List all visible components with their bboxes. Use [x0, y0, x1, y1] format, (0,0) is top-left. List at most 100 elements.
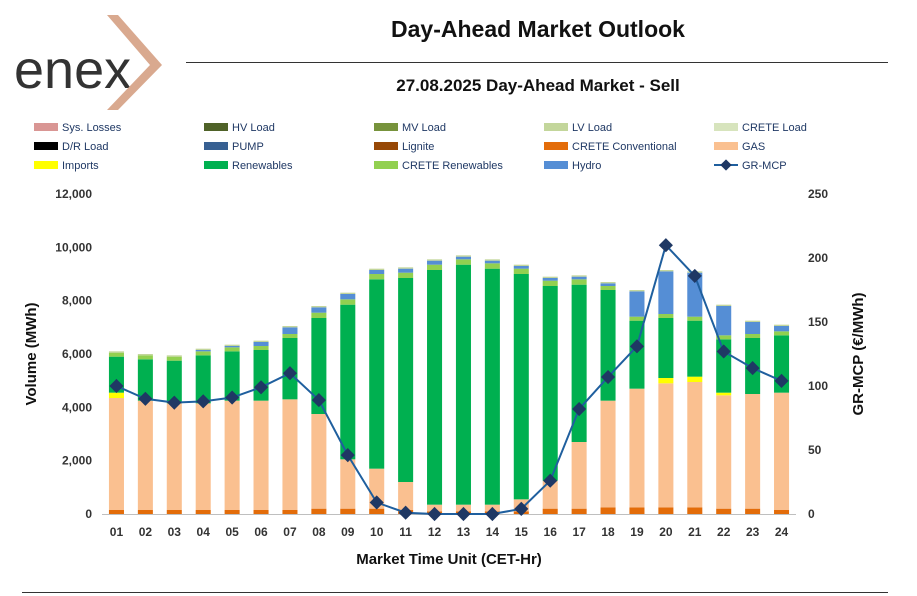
bar-gas-02 — [137, 400, 153, 510]
legend-swatch-crete-renewables — [374, 161, 398, 169]
bar-lv-load-01 — [108, 351, 124, 353]
bar-crete-conventional-03 — [166, 510, 182, 514]
y2-tick-label: 50 — [808, 443, 822, 457]
bar-gas-16 — [542, 480, 558, 509]
legend-swatch-hv-load — [204, 123, 228, 131]
bar-hydro-22 — [716, 306, 732, 336]
x-tick-label: 13 — [457, 525, 471, 539]
legend-swatch-mv-load — [374, 123, 398, 131]
x-axis-title: Market Time Unit (CET-Hr) — [356, 551, 542, 568]
bar-renewables-20 — [658, 318, 674, 378]
y-tick-label: 8,000 — [62, 294, 92, 308]
bar-gas-11 — [398, 482, 414, 510]
x-tick-label: 24 — [775, 525, 789, 539]
bar-lv-load-24 — [774, 324, 790, 326]
bar-renewables-16 — [542, 286, 558, 481]
y-axis-title: Volume (MWh) — [23, 302, 40, 405]
bar-gas-20 — [658, 383, 674, 508]
legend-label-pump: PUMP — [232, 141, 264, 153]
bar-lv-load-15 — [513, 264, 529, 266]
bar-crete-renewables-20 — [658, 314, 674, 318]
x-tick-label: 15 — [515, 525, 529, 539]
gr-mcp-point-01 — [109, 378, 124, 394]
bar-crete-conventional-16 — [542, 508, 558, 514]
legend-label-sys-losses: Sys. Losses — [62, 122, 122, 134]
bar-crete-renewables-21 — [687, 316, 703, 321]
x-tick-label: 23 — [746, 525, 760, 539]
bar-gas-05 — [224, 400, 240, 510]
x-tick-label: 09 — [341, 525, 355, 539]
x-tick-label: 19 — [630, 525, 644, 539]
bar-gas-03 — [166, 403, 182, 510]
bar-imports-20 — [658, 378, 674, 384]
legend-swatch-imports — [34, 161, 58, 169]
bar-crete-renewables-23 — [745, 334, 761, 338]
bar-crete-conventional-06 — [253, 510, 269, 514]
bar-renewables-19 — [629, 320, 645, 389]
bar-lv-load-04 — [195, 348, 211, 350]
bar-hydro-18 — [600, 283, 616, 286]
bar-gas-17 — [571, 442, 587, 509]
bar-renewables-21 — [687, 320, 703, 377]
bar-hydro-15 — [513, 266, 529, 269]
bar-crete-renewables-04 — [195, 351, 211, 356]
bar-renewables-14 — [484, 268, 500, 505]
bar-crete-conventional-02 — [137, 510, 153, 514]
bar-renewables-04 — [195, 355, 211, 404]
bar-lv-load-11 — [398, 267, 414, 269]
bar-renewables-10 — [369, 279, 385, 469]
bar-lv-load-20 — [658, 270, 674, 272]
gr-mcp-point-07 — [282, 366, 298, 381]
gr-mcp-line — [116, 243, 782, 515]
bar-crete-renewables-02 — [137, 355, 153, 360]
bar-lv-load-07 — [282, 326, 298, 328]
bar-crete-renewables-03 — [166, 356, 182, 361]
bar-crete-renewables-13 — [455, 259, 471, 265]
bar-gas-07 — [282, 399, 298, 510]
page-subtitle: 27.08.2025 Day-Ahead Market - Sell — [396, 76, 680, 95]
legend-swatch-crete-load — [714, 123, 738, 131]
gr-mcp-point-20 — [658, 238, 673, 253]
legend-swatch-renewables — [204, 161, 228, 169]
bar-crete-conventional-10 — [369, 508, 385, 514]
x-tick-label: 11 — [399, 525, 412, 539]
bar-lv-load-12 — [427, 259, 443, 261]
header-rule-top — [186, 62, 888, 63]
y-tick-label: 10,000 — [55, 240, 92, 254]
bar-lv-load-22 — [716, 304, 732, 306]
gr-mcp-point-03 — [167, 395, 182, 410]
bar-gas-06 — [253, 400, 269, 510]
bar-hydro-14 — [484, 260, 500, 264]
gr-mcp-point-05 — [225, 390, 240, 405]
page-title: Day-Ahead Market Outlook — [391, 16, 685, 42]
y2-tick-label: 200 — [808, 251, 828, 265]
legend-label-lv-load: LV Load — [572, 122, 612, 134]
legend-label-d-r-load: D/R Load — [62, 141, 108, 153]
y-tick-label: 0 — [85, 507, 92, 521]
bar-renewables-09 — [340, 304, 356, 460]
bar-crete-renewables-07 — [282, 334, 298, 338]
y2-tick-label: 150 — [808, 315, 828, 329]
legend-swatch-gas — [714, 142, 738, 150]
bar-hydro-06 — [253, 342, 269, 346]
bar-gas-10 — [369, 468, 385, 509]
x-tick-label: 10 — [370, 525, 384, 539]
bar-crete-conventional-22 — [716, 508, 732, 514]
gr-mcp-point-22 — [716, 344, 731, 359]
bar-hydro-13 — [455, 256, 471, 260]
bar-crete-conventional-04 — [195, 510, 211, 514]
bar-imports-22 — [716, 392, 732, 396]
gr-mcp-point-06 — [253, 380, 269, 395]
bar-crete-conventional-19 — [629, 507, 645, 514]
bar-crete-renewables-16 — [542, 280, 558, 286]
x-tick-label: 20 — [659, 525, 673, 539]
bar-lv-load-14 — [484, 259, 500, 261]
bar-gas-08 — [311, 414, 327, 509]
bar-crete-conventional-21 — [687, 507, 703, 514]
x-tick-label: 02 — [139, 525, 153, 539]
bar-hydro-17 — [571, 276, 587, 280]
bar-hydro-10 — [369, 270, 385, 274]
bar-hydro-23 — [745, 322, 761, 334]
bar-crete-conventional-05 — [224, 510, 240, 514]
